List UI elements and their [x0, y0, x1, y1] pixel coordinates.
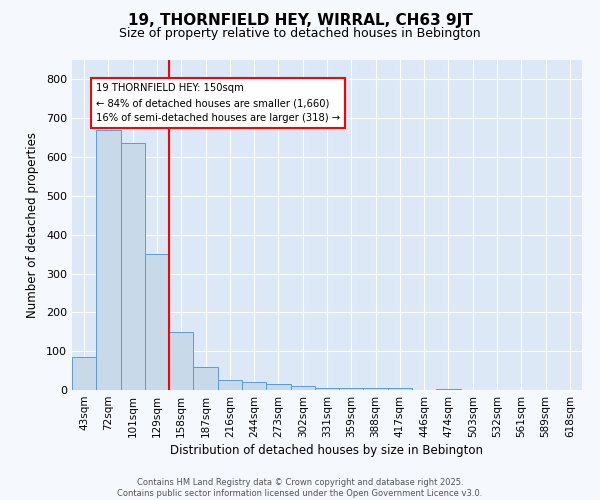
Bar: [96, 130, 121, 390]
Bar: [388, 388, 412, 390]
Text: Contains HM Land Registry data © Crown copyright and database right 2025.
Contai: Contains HM Land Registry data © Crown c…: [118, 478, 482, 498]
Bar: [436, 389, 461, 390]
Bar: [290, 386, 315, 390]
Bar: [121, 144, 145, 390]
Y-axis label: Number of detached properties: Number of detached properties: [26, 132, 39, 318]
Text: 19 THORNFIELD HEY: 150sqm
← 84% of detached houses are smaller (1,660)
16% of se: 19 THORNFIELD HEY: 150sqm ← 84% of detac…: [96, 84, 340, 123]
Bar: [193, 366, 218, 390]
Text: 19, THORNFIELD HEY, WIRRAL, CH63 9JT: 19, THORNFIELD HEY, WIRRAL, CH63 9JT: [128, 12, 472, 28]
Bar: [315, 388, 339, 390]
X-axis label: Distribution of detached houses by size in Bebington: Distribution of detached houses by size …: [170, 444, 484, 457]
Bar: [169, 332, 193, 390]
Bar: [266, 384, 290, 390]
Bar: [218, 380, 242, 390]
Text: Size of property relative to detached houses in Bebington: Size of property relative to detached ho…: [119, 28, 481, 40]
Bar: [72, 357, 96, 390]
Bar: [242, 382, 266, 390]
Bar: [339, 388, 364, 390]
Bar: [364, 388, 388, 390]
Bar: [145, 254, 169, 390]
